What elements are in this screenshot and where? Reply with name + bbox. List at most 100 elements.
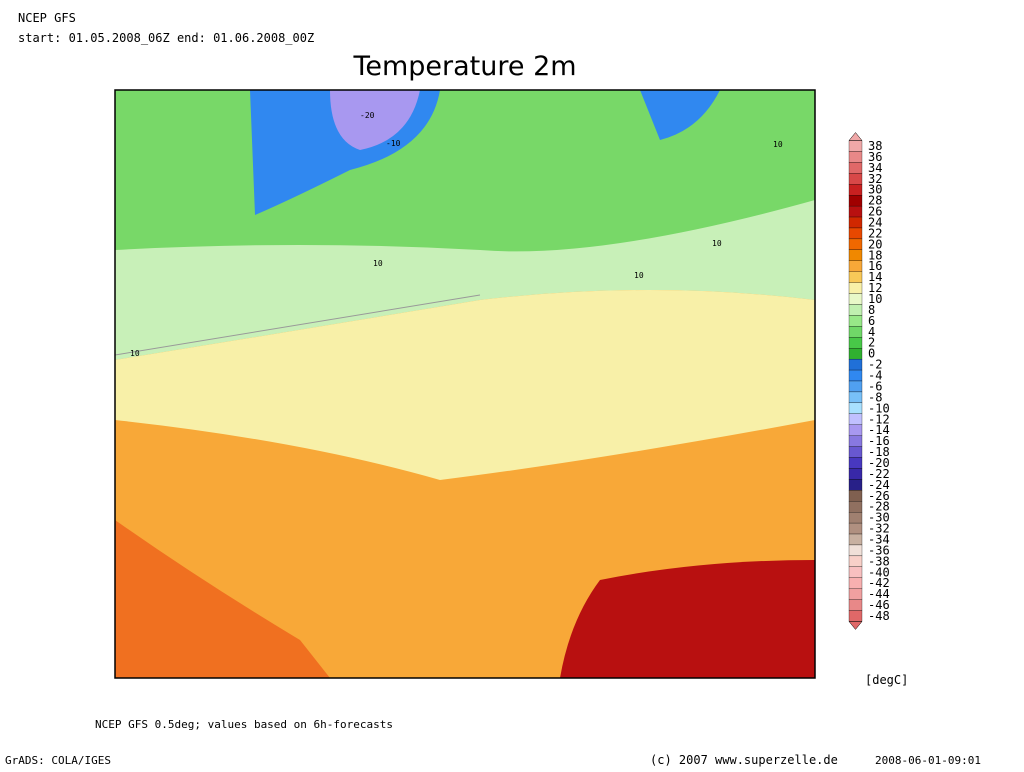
colorbar-swatch xyxy=(848,402,863,414)
colorbar: 38363432302826242220181614121086420-2-4-… xyxy=(848,132,890,630)
period-label: start: 01.05.2008_06Z end: 01.06.2008_00… xyxy=(18,31,314,45)
colorbar-swatch xyxy=(848,380,863,393)
colorbar-swatch xyxy=(848,369,863,382)
colorbar-label: 20 xyxy=(868,237,882,251)
colorbar-label: 30 xyxy=(868,183,882,197)
colorbar-swatch xyxy=(848,599,863,611)
colorbar-swatch xyxy=(848,337,863,349)
colorbar-swatch xyxy=(848,588,863,600)
colorbar-label: -36 xyxy=(868,543,890,557)
colorbar-label: 2 xyxy=(868,336,875,350)
colorbar-swatch xyxy=(848,391,863,404)
colorbar-swatch xyxy=(848,195,863,207)
colorbar-swatch xyxy=(848,522,863,535)
colorbar-label: 8 xyxy=(868,303,875,317)
colorbar-label: -4 xyxy=(868,369,882,383)
colorbar-label: -14 xyxy=(868,423,890,437)
colorbar-swatch xyxy=(848,271,863,283)
colorbar-swatch xyxy=(848,205,863,218)
colorbar-cap xyxy=(848,132,863,141)
colorbar-swatch xyxy=(848,348,863,360)
colorbar-label: 34 xyxy=(868,161,882,175)
colorbar-label: 26 xyxy=(868,205,882,219)
contour-label: -10 xyxy=(386,139,401,148)
colorbar-swatch xyxy=(848,358,863,371)
colorbar-swatch xyxy=(848,184,863,196)
colorbar-swatch xyxy=(848,260,863,272)
colorbar-swatch xyxy=(848,468,863,480)
colorbar-swatch xyxy=(848,501,863,513)
contour-label: 10 xyxy=(712,239,722,248)
contour-label: 10 xyxy=(634,271,644,280)
colorbar-label: 36 xyxy=(868,150,882,164)
colorbar-label: 22 xyxy=(868,226,882,240)
colorbar-swatch xyxy=(848,151,863,163)
model-label: NCEP GFS xyxy=(18,11,76,25)
colorbar-swatch xyxy=(848,457,863,469)
colorbar-swatch xyxy=(848,610,863,622)
colorbar-label: -28 xyxy=(868,500,890,514)
colorbar-swatch xyxy=(848,216,863,229)
colorbar-label: -22 xyxy=(868,467,890,481)
colorbar-label: -8 xyxy=(868,390,882,404)
colorbar-swatch xyxy=(848,479,863,491)
colorbar-swatch xyxy=(848,566,863,578)
map: -20 -10 10 10 10 10 10 xyxy=(114,89,816,679)
colorbar-label: -6 xyxy=(868,379,882,393)
colorbar-swatch xyxy=(848,238,863,250)
map-frame xyxy=(114,89,816,679)
colorbar-cap xyxy=(848,621,863,630)
colorbar-label: 16 xyxy=(868,259,882,273)
hot-zone xyxy=(560,560,815,678)
colorbar-label: -30 xyxy=(868,511,890,525)
colorbar-label: 4 xyxy=(868,325,875,339)
colorbar-label: -10 xyxy=(868,401,890,415)
colorbar-swatch xyxy=(848,446,863,458)
colorbar-label: 12 xyxy=(868,281,882,295)
colorbar-swatch xyxy=(848,140,863,152)
colorbar-label: -32 xyxy=(868,522,890,536)
isotherm xyxy=(115,294,481,356)
mild-zone xyxy=(115,290,815,480)
colorbar-label: 6 xyxy=(868,314,875,328)
colorbar-swatch xyxy=(848,326,863,338)
colorbar-label: 10 xyxy=(868,292,882,306)
colorbar-label: -46 xyxy=(868,598,890,612)
colorbar-swatch xyxy=(848,490,863,502)
contour-label: 10 xyxy=(773,140,783,149)
title: Temperature 2m xyxy=(352,51,576,82)
colorbar-swatch xyxy=(848,162,863,174)
colorbar-label: -38 xyxy=(868,554,890,568)
colorbar-label: -16 xyxy=(868,434,890,448)
colorbar-label: -20 xyxy=(868,456,890,470)
colorbar-label: -12 xyxy=(868,412,890,426)
colorbar-swatch xyxy=(848,293,863,305)
colorbar-swatch xyxy=(848,413,863,425)
contour-label: -20 xyxy=(360,111,375,120)
colorbar-swatch xyxy=(848,435,863,447)
colorbar-swatch xyxy=(848,227,863,240)
colorbar-label: -18 xyxy=(868,445,890,459)
colorbar-swatch xyxy=(848,304,863,316)
arctic-cold xyxy=(640,90,720,140)
colorbar-swatch xyxy=(848,555,863,567)
colorbar-label: -34 xyxy=(868,532,890,546)
colorbar-label: 28 xyxy=(868,194,882,208)
colorbar-swatch xyxy=(848,512,863,524)
warm-zone xyxy=(115,520,330,678)
colorbar-label: 32 xyxy=(868,172,882,186)
colorbar-label: -24 xyxy=(868,478,890,492)
colorbar-swatch xyxy=(848,249,863,261)
colorbar-swatch xyxy=(848,282,863,294)
software: GrADS: COLA/IGES xyxy=(5,754,111,767)
colorbar-label: 24 xyxy=(868,216,882,230)
colorbar-label: -44 xyxy=(868,587,890,601)
contour-label: 10 xyxy=(130,349,140,358)
colorbar-swatch xyxy=(848,173,863,185)
colorbar-label: -40 xyxy=(868,565,890,579)
colorbar-label: -48 xyxy=(868,609,890,623)
colorbar-swatch xyxy=(848,424,863,436)
contour-label: 10 xyxy=(373,259,383,268)
